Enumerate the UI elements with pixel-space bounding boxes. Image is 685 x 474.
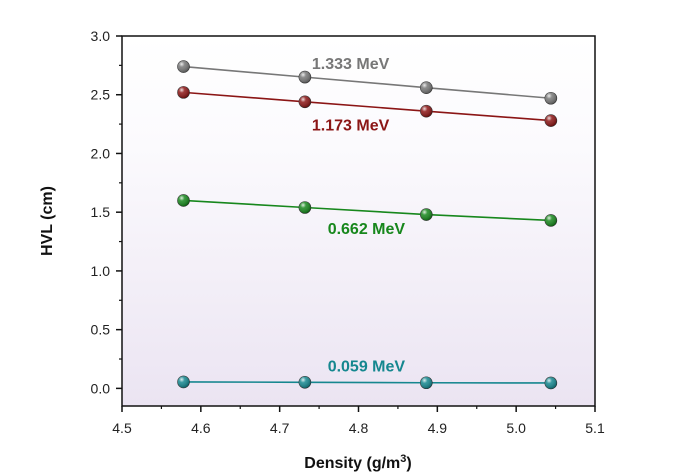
series-layer: 1.333 MeV 1.173 MeV 0.662 MeV 0.059 MeV bbox=[177, 56, 558, 390]
data-point-highlight bbox=[420, 105, 433, 118]
data-point-highlight bbox=[544, 214, 557, 227]
series-label: 1.333 MeV bbox=[312, 56, 390, 73]
y-tick-label: 3.0 bbox=[91, 28, 111, 44]
data-point-highlight bbox=[544, 376, 557, 389]
data-point-highlight bbox=[544, 114, 557, 127]
data-point-highlight bbox=[298, 376, 311, 389]
series-line bbox=[183, 65, 551, 100]
series-line bbox=[183, 381, 551, 384]
series-label: 0.662 MeV bbox=[328, 221, 406, 238]
y-tick-label: 0.5 bbox=[91, 322, 111, 338]
x-tick-label: 5.0 bbox=[506, 420, 526, 436]
series-label: 0.059 MeV bbox=[328, 359, 406, 376]
series-line bbox=[183, 199, 551, 222]
y-tick-label: 2.5 bbox=[91, 87, 111, 103]
data-point-highlight bbox=[298, 95, 311, 108]
x-tick-label: 4.9 bbox=[428, 420, 448, 436]
data-point-highlight bbox=[298, 201, 311, 214]
x-tick-label: 4.7 bbox=[270, 420, 290, 436]
y-tick-label: 1.0 bbox=[91, 263, 111, 279]
data-point-highlight bbox=[177, 375, 190, 388]
plot-background bbox=[122, 36, 595, 406]
series-line bbox=[183, 91, 551, 122]
y-tick-label: 1.5 bbox=[91, 204, 111, 220]
data-point-highlight bbox=[420, 376, 433, 389]
data-point-highlight bbox=[177, 194, 190, 207]
x-tick-label: 4.6 bbox=[191, 420, 211, 436]
x-tick-label: 4.8 bbox=[349, 420, 369, 436]
y-tick-label: 2.0 bbox=[91, 145, 111, 161]
x-axis-title: Density (g/m3) bbox=[304, 453, 411, 472]
series-0-662-mev: 0.662 MeV bbox=[177, 194, 558, 238]
y-axis-title: HVL (cm) bbox=[39, 186, 56, 256]
y-tick-label: 0.0 bbox=[91, 380, 111, 396]
series-1-173-mev: 1.173 MeV bbox=[177, 86, 558, 134]
data-point-highlight bbox=[177, 86, 190, 99]
series-0-059-mev: 0.059 MeV bbox=[177, 359, 558, 390]
data-point-highlight bbox=[420, 81, 433, 94]
axes-layer: 4.5 4.6 4.7 4.8 4.9 5.0 5.1 0.0 0.5 1.0 1.5 2.0 2.5 3… bbox=[91, 28, 605, 436]
data-point-highlight bbox=[544, 92, 557, 105]
x-tick-label: 5.1 bbox=[585, 420, 605, 436]
series-1-333-mev: 1.333 MeV bbox=[177, 56, 558, 105]
x-tick-label: 4.5 bbox=[112, 420, 132, 436]
data-point-highlight bbox=[298, 71, 311, 84]
data-point-highlight bbox=[420, 208, 433, 221]
data-point-highlight bbox=[177, 60, 190, 73]
series-label: 1.173 MeV bbox=[312, 117, 390, 134]
